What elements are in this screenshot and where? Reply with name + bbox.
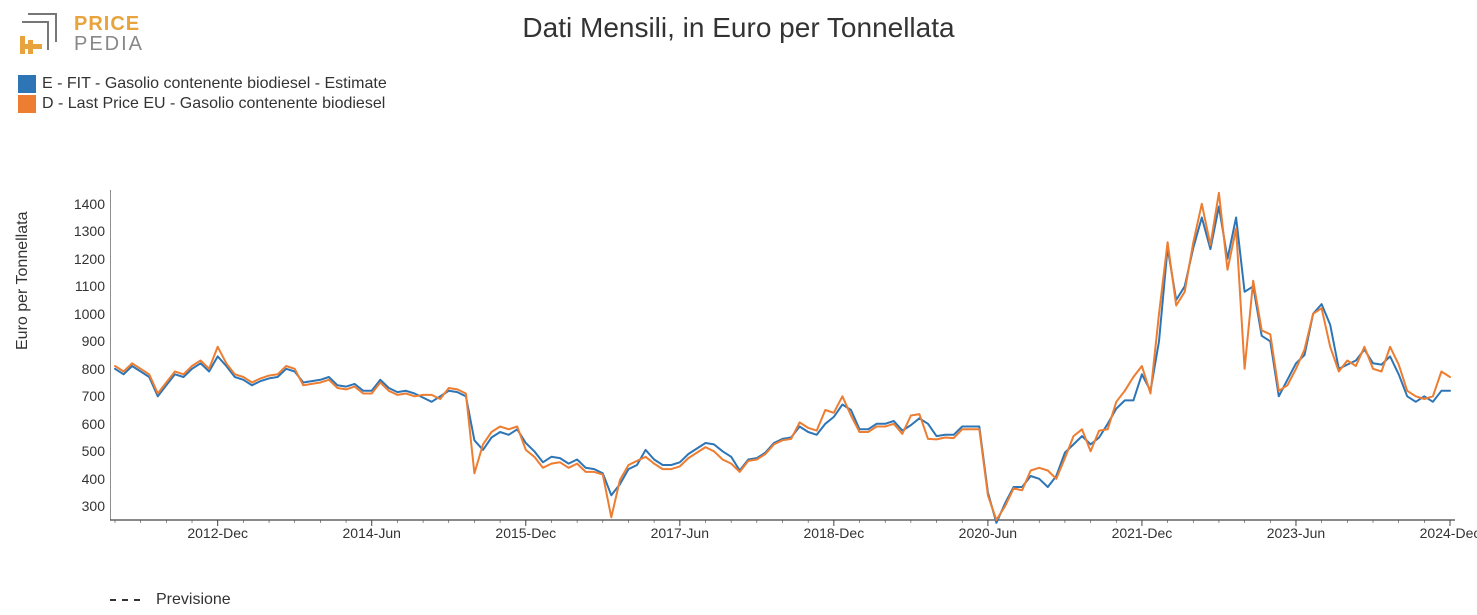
x-tick-label: 2014-Jun bbox=[343, 525, 401, 541]
legend-item-d: D - Last Price EU - Gasolio contenente b… bbox=[18, 95, 387, 113]
y-tick-label: 600 bbox=[82, 416, 105, 432]
x-tick-label: 2017-Jun bbox=[651, 525, 709, 541]
legend-swatch-d bbox=[18, 95, 36, 113]
y-tick-label: 1200 bbox=[74, 251, 105, 267]
y-tick-label: 1300 bbox=[74, 223, 105, 239]
y-tick-label: 1400 bbox=[74, 196, 105, 212]
legend-item-e: E - FIT - Gasolio contenente biodiesel -… bbox=[18, 75, 387, 93]
forecast-label: Previsione bbox=[156, 591, 231, 609]
y-tick-label: 400 bbox=[82, 471, 105, 487]
y-tick-label: 300 bbox=[82, 498, 105, 514]
legend-series: E - FIT - Gasolio contenente biodiesel -… bbox=[18, 75, 387, 115]
chart-plot-area: 3004005006007008009001000110012001300140… bbox=[110, 190, 1455, 520]
x-tick-label: 2020-Jun bbox=[959, 525, 1017, 541]
x-tick-label: 2023-Jun bbox=[1267, 525, 1325, 541]
y-tick-label: 900 bbox=[82, 333, 105, 349]
chart-svg bbox=[110, 190, 1455, 550]
y-tick-label: 500 bbox=[82, 443, 105, 459]
x-tick-label: 2021-Dec bbox=[1112, 525, 1173, 541]
chart-title: Dati Mensili, in Euro per Tonnellata bbox=[0, 12, 1477, 44]
legend-label-d: D - Last Price EU - Gasolio contenente b… bbox=[42, 95, 385, 113]
x-tick-label: 2012-Dec bbox=[187, 525, 248, 541]
x-tick-label: 2015-Dec bbox=[495, 525, 556, 541]
legend-label-e: E - FIT - Gasolio contenente biodiesel -… bbox=[42, 75, 387, 93]
x-tick-label: 2024-Dec bbox=[1420, 525, 1477, 541]
legend-forecast: Previsione bbox=[110, 591, 231, 609]
y-axis-label: Euro per Tonnellata bbox=[14, 212, 32, 350]
x-tick-label: 2018-Dec bbox=[803, 525, 864, 541]
y-tick-label: 1000 bbox=[74, 306, 105, 322]
forecast-dash-icon bbox=[110, 593, 146, 607]
y-tick-label: 1100 bbox=[75, 278, 105, 294]
y-tick-label: 700 bbox=[82, 388, 105, 404]
y-tick-label: 800 bbox=[82, 361, 105, 377]
legend-swatch-e bbox=[18, 75, 36, 93]
